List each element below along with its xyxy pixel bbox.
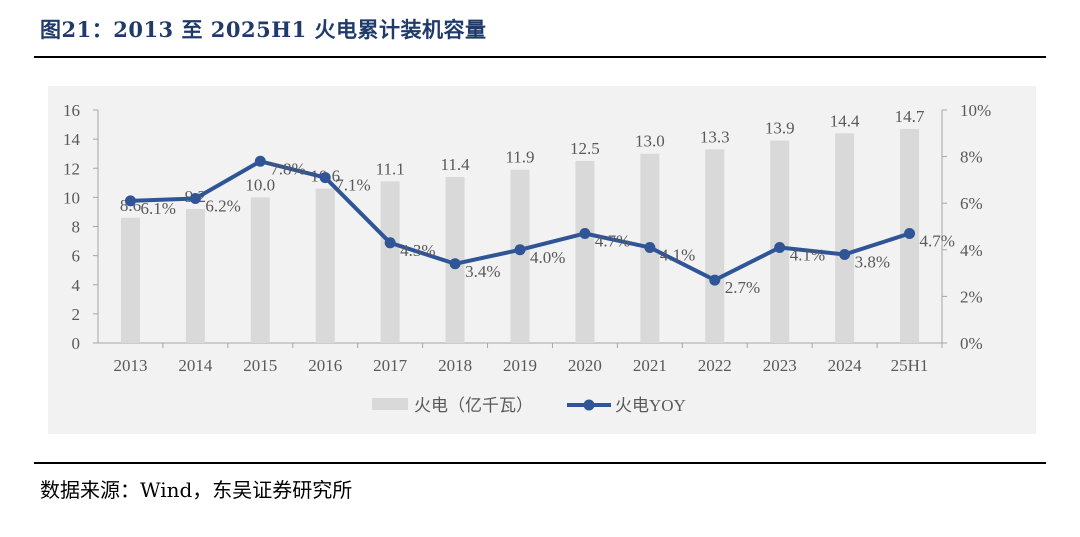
bar — [120, 217, 140, 343]
x-tick-label: 2018 — [438, 356, 472, 375]
yoy-point — [579, 227, 591, 239]
yoy-point — [319, 172, 331, 184]
x-tick-label: 2015 — [243, 356, 277, 375]
x-tick-label: 2021 — [633, 356, 667, 375]
x-tick-label: 2014 — [178, 356, 213, 375]
y-left-tick-label: 0 — [72, 334, 81, 353]
yoy-point — [644, 241, 656, 253]
bar-label: 14.4 — [830, 111, 860, 130]
yoy-point — [124, 195, 136, 207]
bar-label: 13.3 — [700, 127, 730, 146]
x-tick-label: 2023 — [763, 356, 797, 375]
x-tick-label: 2016 — [308, 356, 342, 375]
bar — [250, 197, 270, 343]
chart-title: 图21：2013 至 2025H1 火电累计装机容量 — [40, 17, 487, 42]
bar-label: 13.9 — [765, 119, 795, 138]
yoy-label: 3.8% — [855, 252, 890, 271]
legend-line-label: 火电YOY — [615, 396, 686, 415]
yoy-label: 4.1% — [790, 245, 825, 264]
y-right-tick-label: 0% — [960, 334, 983, 353]
bottom-rule — [34, 462, 1046, 464]
y-left-tick-label: 12 — [63, 159, 80, 178]
yoy-label: 4.1% — [660, 245, 695, 264]
yoy-label: 2.7% — [725, 278, 760, 297]
yoy-label: 6.2% — [205, 197, 240, 216]
y-right-tick-label: 4% — [960, 241, 983, 260]
yoy-label: 4.7% — [595, 231, 630, 250]
y-right-tick-label: 6% — [960, 194, 983, 213]
x-tick-label: 2024 — [828, 356, 863, 375]
bar-label: 11.4 — [441, 155, 471, 174]
chart-panel — [48, 86, 1036, 434]
bar — [770, 140, 790, 343]
yoy-point — [774, 241, 786, 253]
yoy-label: 4.7% — [920, 231, 955, 250]
bar — [510, 169, 530, 343]
y-right-tick-label: 2% — [960, 287, 983, 306]
x-tick-label: 2013 — [113, 356, 147, 375]
yoy-label: 6.1% — [140, 199, 175, 218]
y-left-tick-label: 16 — [63, 101, 80, 120]
y-left-tick-label: 10 — [63, 188, 80, 207]
y-left-tick-label: 14 — [63, 130, 81, 149]
y-left-tick-label: 4 — [72, 276, 81, 295]
yoy-label: 3.4% — [465, 262, 500, 281]
x-tick-label: 2019 — [503, 356, 537, 375]
y-right-tick-label: 10% — [960, 101, 991, 120]
legend-bar-label: 火电（亿千瓦） — [414, 396, 533, 415]
y-left-tick-label: 2 — [72, 305, 81, 324]
yoy-label: 4.3% — [400, 241, 435, 260]
yoy-label: 7.8% — [270, 159, 305, 178]
bar-label: 11.9 — [505, 148, 534, 167]
x-tick-label: 25H1 — [891, 356, 929, 375]
yoy-point — [189, 193, 201, 205]
yoy-point — [384, 237, 396, 249]
x-tick-label: 2020 — [568, 356, 602, 375]
yoy-point — [449, 258, 461, 270]
x-tick-label: 2022 — [698, 356, 732, 375]
y-left-tick-label: 8 — [72, 218, 81, 237]
bar — [315, 188, 335, 343]
bar — [835, 133, 855, 343]
bar-label: 14.7 — [895, 107, 925, 126]
legend-bar-swatch — [372, 398, 408, 410]
yoy-point — [839, 248, 851, 260]
bar — [185, 209, 205, 343]
bar-label: 11.1 — [376, 159, 405, 178]
bar-label: 13.0 — [635, 132, 665, 151]
bar — [380, 181, 400, 343]
yoy-label: 4.0% — [530, 248, 565, 267]
bar — [705, 149, 725, 343]
bar-label: 12.5 — [570, 139, 600, 158]
yoy-point — [904, 227, 916, 239]
yoy-point — [514, 244, 526, 256]
x-tick-label: 2017 — [373, 356, 408, 375]
top-rule — [34, 56, 1046, 58]
source-note: 数据来源：Wind，东吴证券研究所 — [40, 478, 353, 502]
yoy-point — [709, 274, 721, 286]
bar-label: 10.0 — [245, 175, 275, 194]
bar — [575, 160, 595, 343]
yoy-point — [254, 155, 266, 167]
yoy-label: 7.1% — [335, 176, 370, 195]
y-left-tick-label: 6 — [72, 247, 81, 266]
y-right-tick-label: 8% — [960, 148, 983, 167]
legend-line-marker — [583, 399, 595, 411]
